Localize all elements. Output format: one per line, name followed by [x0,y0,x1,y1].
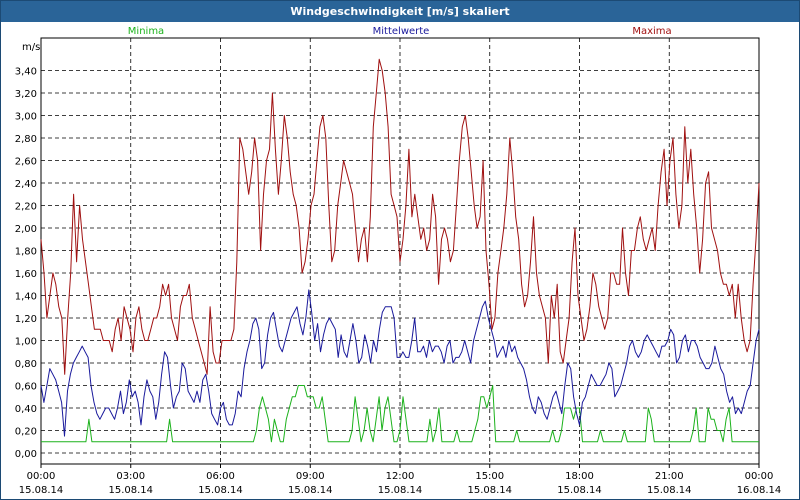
y-tick-label: 1,40 [15,292,37,303]
y-tick-label: 0,20 [15,427,37,438]
y-tick-label: 0,00 [15,449,37,460]
mittelwerte-line [40,289,760,437]
y-tick-label: 0,60 [15,382,37,393]
x-tick-time: 15:00 [475,471,504,482]
x-tick-date: 15.08.14 [198,485,243,496]
legend: Minima Mittelwerte Maxima [128,26,672,37]
y-tick-label: 0,40 [15,404,37,415]
y-tick-label: 2,20 [15,202,37,213]
y-tick-label: 0,80 [15,359,37,370]
legend-maxima: Maxima [632,26,671,37]
x-tick-time: 03:00 [116,471,145,482]
y-tick-label: 3,00 [15,112,37,123]
chart-title: Windgeschwindigkeit [m/s] skaliert [1,1,799,22]
y-tick-label: 3,40 [15,67,37,78]
grid [41,38,759,464]
x-tick-time: 06:00 [206,471,235,482]
y-tick-label: 2,40 [15,179,37,190]
x-tick-time: 18:00 [565,471,594,482]
series-lines [40,58,760,443]
y-tick-label: 2,80 [15,134,37,145]
y-axis-ticks: 0,00 0,20 0,40 0,60 0,80 1,00 1,20 1,40 1,60 1,80… [15,67,37,461]
minima-line [41,385,759,443]
y-tick-label: 1,60 [15,269,37,280]
y-axis-unit: m/s [22,42,40,53]
x-tick-time: 00:00 [27,471,56,482]
y-tick-label: 2,00 [15,224,37,235]
y-tick-label: 3,20 [15,89,37,100]
x-axis-ticks: 00:00 15.08.14 03:00 15.08.14 06:00 15.08.14 0… [19,464,782,496]
maxima-line [40,58,760,375]
x-tick-time: 12:00 [386,471,415,482]
x-tick-date: 16.08.14 [737,485,782,496]
x-tick-date: 15.08.14 [19,485,64,496]
x-tick-date: 15.08.14 [467,485,512,496]
y-tick-label: 2,60 [15,157,37,168]
x-tick-date: 15.08.14 [108,485,153,496]
x-tick-time: 21:00 [655,471,684,482]
x-tick-time: 09:00 [296,471,325,482]
x-tick-date: 15.08.14 [378,485,423,496]
y-tick-label: 1,20 [15,314,37,325]
x-tick-date: 15.08.14 [288,485,333,496]
y-tick-label: 1,80 [15,247,37,258]
x-tick-date: 15.08.14 [557,485,602,496]
legend-minima: Minima [128,26,164,37]
y-tick-label: 1,00 [15,337,37,348]
x-tick-date: 15.08.14 [647,485,692,496]
legend-mittelwerte: Mittelwerte [373,26,430,37]
x-tick-time: 00:00 [745,471,774,482]
